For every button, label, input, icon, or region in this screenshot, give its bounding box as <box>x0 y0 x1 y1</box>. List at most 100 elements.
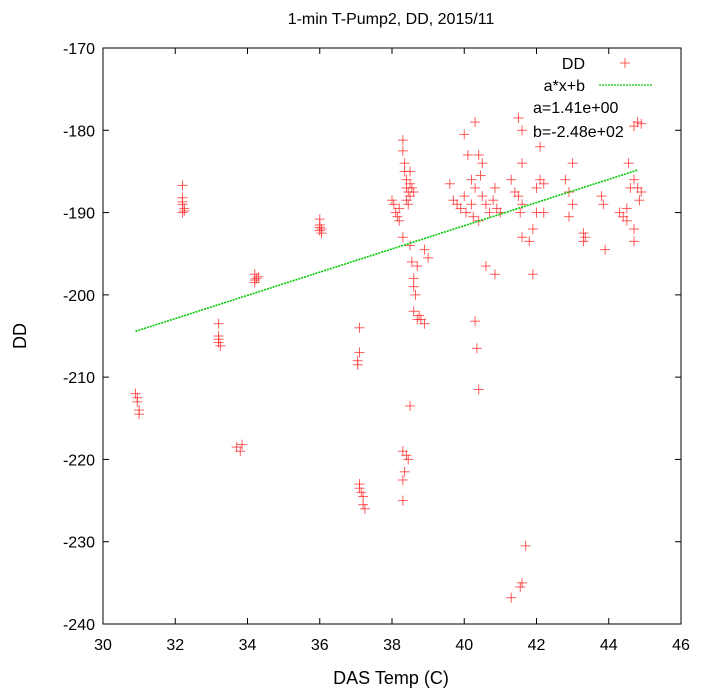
x-tick-label: 46 <box>672 637 690 654</box>
data-point <box>489 182 500 193</box>
data-point <box>600 244 611 255</box>
y-axis: -170 -180 -190 -200 -210 -220 -230 -240 <box>63 41 681 634</box>
data-point <box>235 446 246 457</box>
data-point <box>397 475 408 485</box>
data-point <box>354 483 365 494</box>
x-tick-label: 32 <box>166 637 184 654</box>
y-axis-label: DD <box>10 323 30 349</box>
data-point <box>488 195 499 206</box>
data-point <box>596 191 607 202</box>
data-point <box>515 207 526 218</box>
data-point <box>408 306 419 317</box>
data-point <box>359 503 370 514</box>
data-point <box>316 224 327 235</box>
data-point <box>473 384 484 395</box>
data-point <box>444 178 455 189</box>
data-point <box>513 191 524 202</box>
x-tick-label: 44 <box>600 637 618 654</box>
data-point <box>636 187 647 197</box>
data-point <box>506 592 517 603</box>
data-point <box>177 196 188 207</box>
data-point <box>249 275 260 286</box>
data-point <box>517 158 528 169</box>
data-point <box>213 334 224 345</box>
data-point <box>524 236 535 247</box>
legend-series-marker <box>620 58 630 68</box>
data-point <box>598 199 609 210</box>
data-point <box>473 149 484 160</box>
data-point <box>506 174 517 185</box>
data-point <box>477 191 488 202</box>
data-point <box>484 207 495 218</box>
data-point <box>405 166 416 177</box>
data-point <box>538 178 549 189</box>
x-tick-label: 38 <box>383 637 401 654</box>
x-tick-label: 42 <box>528 637 546 654</box>
data-point <box>462 149 473 160</box>
y-tick-label: -170 <box>63 41 95 58</box>
data-point <box>560 174 571 185</box>
fit-line <box>135 169 638 333</box>
data-point <box>527 224 538 235</box>
data-point <box>177 207 188 218</box>
data-point <box>177 180 188 191</box>
data-point <box>213 318 224 329</box>
data-point <box>423 252 434 263</box>
data-point <box>461 207 472 218</box>
data-point <box>634 195 645 206</box>
data-point <box>629 174 640 185</box>
data-point <box>414 310 425 321</box>
data-point <box>403 454 414 465</box>
y-tick-label: -240 <box>63 617 95 634</box>
data-point <box>535 141 546 152</box>
data-point <box>405 178 416 189</box>
data-point <box>394 203 405 214</box>
data-point <box>387 195 397 206</box>
data-point <box>520 540 531 551</box>
x-tick-label: 36 <box>311 637 329 654</box>
data-point <box>455 203 466 214</box>
data-point <box>580 232 591 243</box>
data-point <box>517 577 528 588</box>
points-layer <box>130 112 647 603</box>
data-point <box>314 219 325 230</box>
data-point <box>515 581 526 592</box>
legend-b-value: b=-2.48e+02 <box>533 124 624 141</box>
data-point <box>406 256 417 267</box>
data-point <box>358 499 369 510</box>
data-point <box>410 289 421 300</box>
data-point <box>215 340 226 351</box>
data-point <box>399 466 410 477</box>
x-tick-label: 40 <box>455 637 473 654</box>
data-point <box>629 236 640 247</box>
y-tick-label: -210 <box>63 370 95 387</box>
data-point <box>513 112 524 123</box>
data-point <box>621 203 632 214</box>
data-point <box>394 215 405 226</box>
data-point <box>354 347 365 358</box>
data-point <box>251 273 262 284</box>
data-point <box>401 450 412 461</box>
data-point <box>538 207 549 218</box>
data-point <box>130 388 141 399</box>
data-point <box>466 174 477 185</box>
data-point <box>621 215 632 226</box>
data-point <box>468 211 479 222</box>
data-point <box>517 232 528 243</box>
data-point <box>132 392 143 403</box>
data-point <box>466 199 477 210</box>
data-point <box>495 207 506 218</box>
data-point <box>397 495 408 506</box>
data-point <box>354 322 365 333</box>
data-point <box>564 187 575 197</box>
data-point <box>475 170 486 181</box>
data-point <box>134 409 145 420</box>
data-point <box>406 182 417 193</box>
data-point <box>531 182 542 193</box>
legend-a-value: a=1.41e+00 <box>533 100 619 117</box>
data-point <box>408 187 419 197</box>
data-point <box>408 281 419 292</box>
data-point <box>388 199 399 210</box>
data-point <box>470 117 481 128</box>
data-point <box>489 269 500 280</box>
